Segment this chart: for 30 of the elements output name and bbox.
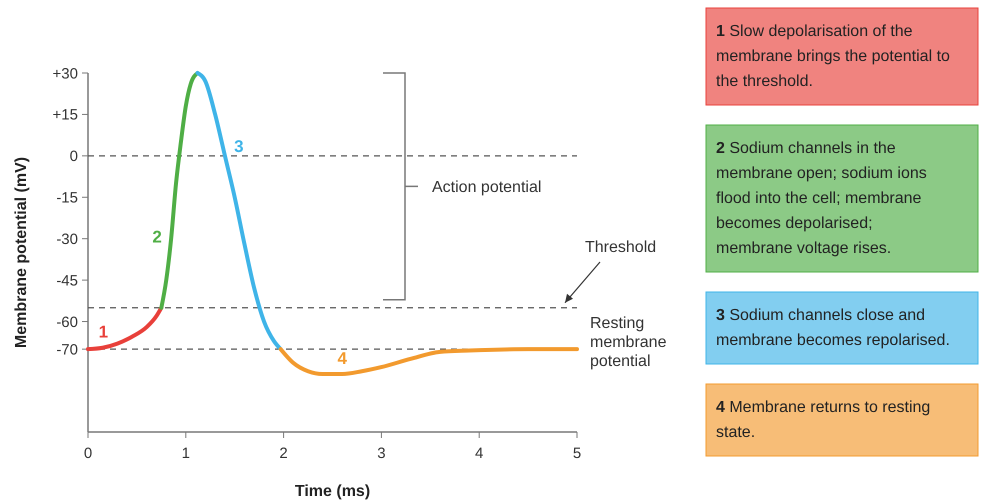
y-tick-label: 0: [70, 148, 78, 166]
series-label: 2: [152, 228, 162, 247]
y-axis-title: Membrane potential (mV): [13, 156, 30, 348]
y-tick-label: -70: [56, 341, 78, 358]
text: 1 Slow depolarisation of the membrane brings the potential to the threshold.: [716, 23, 950, 90]
text: 2 Sodium channels in the membrane open; sodium ions flood into the cell; membrane becomes depolarised; membrane voltage rises.: [716, 140, 927, 257]
x-axis-title: Time (ms): [294, 483, 370, 500]
y-tick-label: -45: [56, 272, 78, 290]
x-tick-label: 5: [572, 445, 582, 462]
line-series: [196, 71, 283, 352]
y-tick-label: +15: [52, 106, 78, 124]
series-label: 4: [338, 349, 348, 368]
y-tick-label: -15: [56, 190, 78, 207]
series-label: 3: [234, 136, 244, 156]
ref-line-label: Threshold: [585, 239, 656, 256]
y-tick-label: -60: [56, 314, 78, 331]
text: 3 Sodium channels close and membrane becomes repolarised.: [716, 307, 950, 349]
x-tick-label: 2: [279, 445, 288, 462]
line-series: [86, 306, 164, 352]
y-tick-label: -30: [56, 230, 78, 248]
y-tick-label: +30: [52, 65, 78, 82]
series-label: 1: [98, 322, 108, 342]
ref-line-label: Resting membrane potential: [590, 315, 667, 370]
line-series: [278, 347, 579, 376]
text: 4 Membrane returns to resting state.: [716, 399, 930, 441]
x-tick-label: 1: [182, 445, 190, 462]
x-tick-label: 0: [84, 445, 92, 462]
x-tick-label: 3: [377, 445, 386, 462]
x-tick-label: 4: [475, 445, 484, 462]
annotation: Action potential: [432, 178, 542, 196]
